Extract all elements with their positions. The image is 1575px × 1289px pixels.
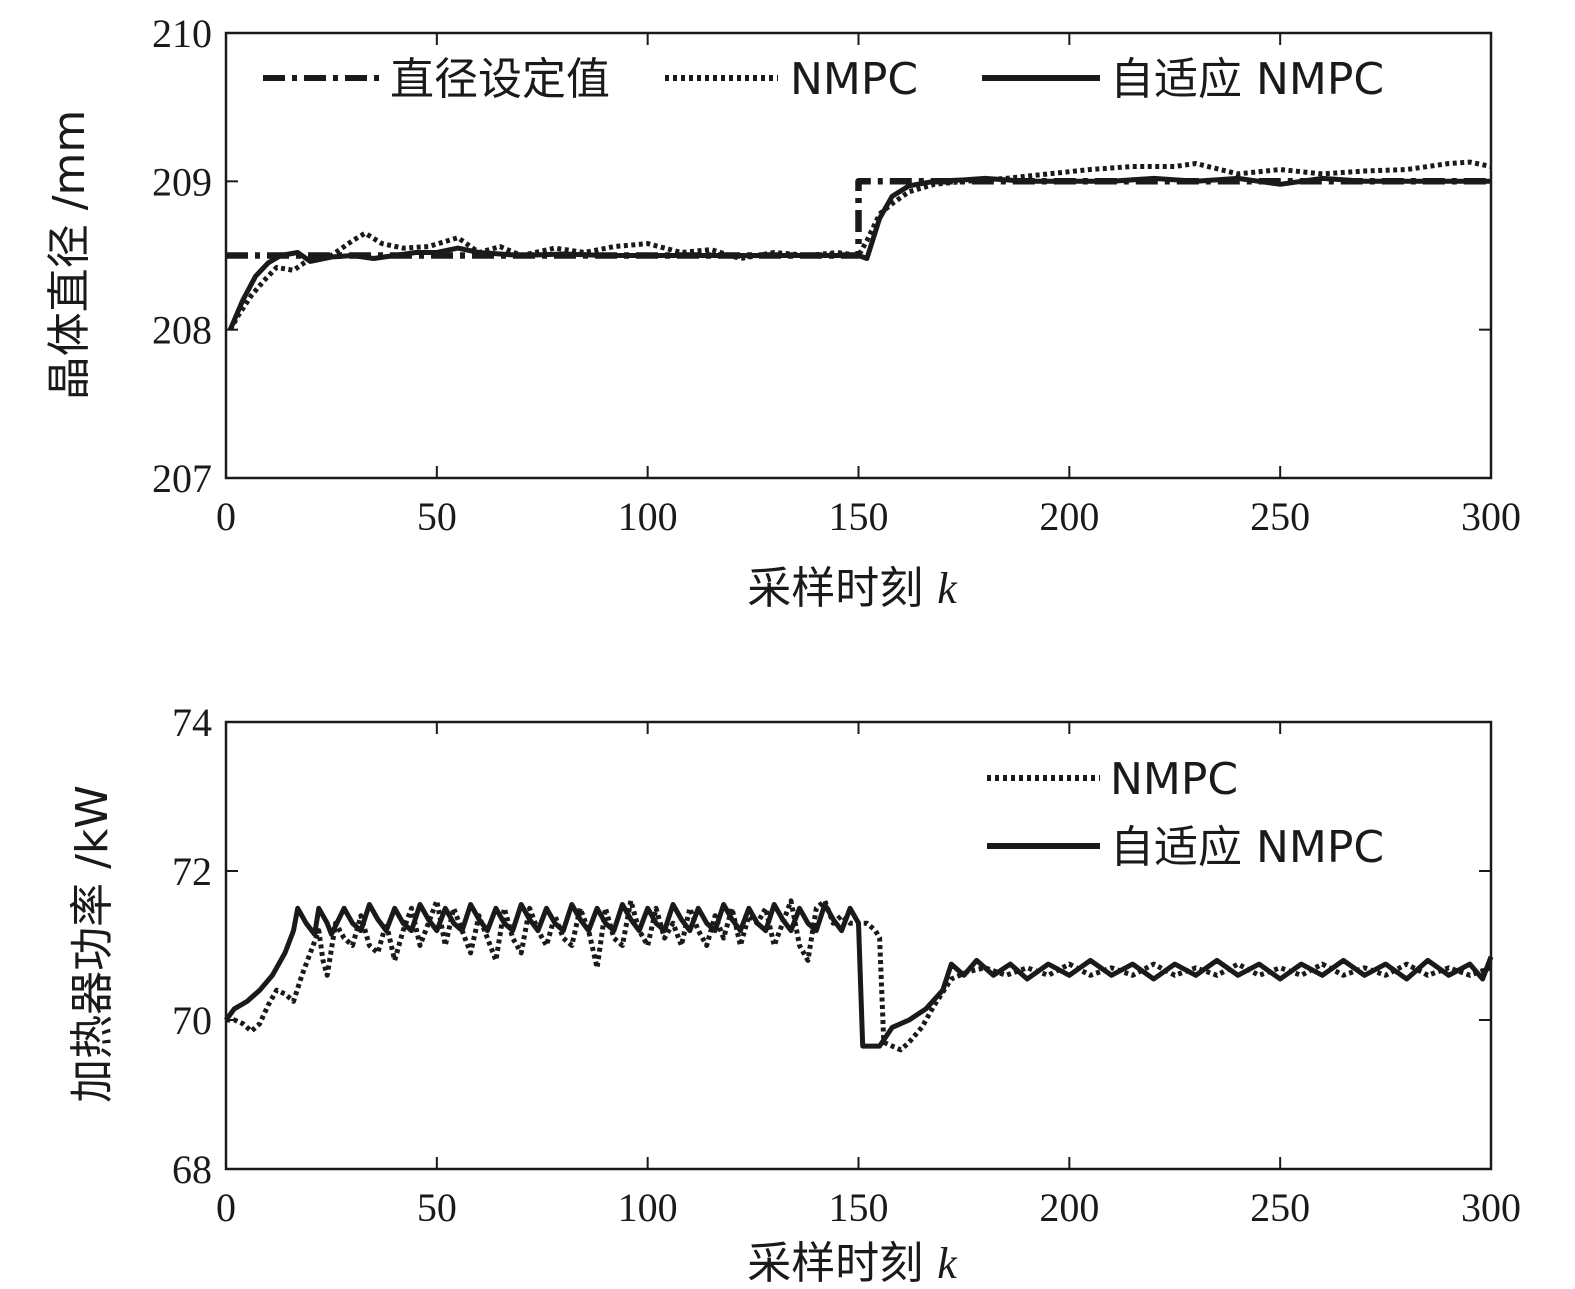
x-tick-label: 300 [1461, 1185, 1521, 1230]
power-axis-ticks: 0 50 100 150 200 250 300 68 70 72 74 [172, 700, 1521, 1230]
x-tick-label: 50 [417, 494, 457, 539]
y-tick-label: 74 [172, 700, 212, 745]
power-xlabel-text: 采样时刻 [747, 1238, 923, 1289]
diameter-plot-lines [226, 159, 1492, 331]
y-tick-label: 68 [172, 1147, 212, 1192]
legend-label-adaptive: 自适应 NMPC [1110, 822, 1384, 873]
x-tick-label: 200 [1039, 1185, 1099, 1230]
diameter-xlabel: 采样时刻 k [747, 563, 958, 614]
x-tick-label: 0 [216, 1185, 236, 1230]
power-legend: NMPC 自适应 NMPC [987, 754, 1384, 873]
x-tick-label: 50 [417, 1185, 457, 1230]
x-tick-label: 100 [618, 1185, 678, 1230]
power-ylabel: 加热器功率 /kW [67, 785, 118, 1103]
diameter-xlabel-text: 采样时刻 [747, 563, 923, 614]
diameter-ylabel: 晶体直径 /mm [44, 110, 95, 401]
x-tick-label: 200 [1039, 494, 1099, 539]
series-line-0 [226, 178, 1491, 259]
diameter-legend: 直径设定值 NMPC 自适应 NMPC [263, 54, 1384, 105]
y-tick-label: 208 [152, 308, 212, 353]
power-xlabel-var: k [937, 1239, 958, 1288]
x-tick-label: 0 [216, 494, 236, 539]
x-tick-label: 100 [618, 494, 678, 539]
series-line-1 [223, 902, 1494, 1049]
diameter-xlabel-var: k [937, 564, 958, 613]
diameter-axis-ticks: 0 50 100 150 200 250 300 207 208 209 210 [152, 11, 1521, 539]
x-tick-label: 250 [1250, 1185, 1310, 1230]
x-tick-label: 300 [1461, 494, 1521, 539]
power-xlabel: 采样时刻 k [747, 1238, 958, 1289]
x-tick-label: 150 [829, 494, 889, 539]
x-tick-label: 250 [1250, 494, 1310, 539]
series-line-2 [227, 175, 1491, 331]
legend-label-adaptive: 自适应 NMPC [1110, 54, 1384, 105]
series-line-0 [226, 898, 1492, 1053]
y-tick-label: 210 [152, 11, 212, 56]
legend-label-setpoint: 直径设定值 [390, 54, 610, 105]
y-tick-label: 207 [152, 456, 212, 501]
y-tick-label: 72 [172, 849, 212, 894]
y-tick-label: 209 [152, 159, 212, 204]
power-chart: 0 50 100 150 200 250 300 68 70 72 74 加热器功率 /kW 采样时… [67, 700, 1521, 1289]
legend-label-nmpc: NMPC [790, 54, 918, 105]
power-plot-lines [223, 898, 1494, 1053]
y-tick-label: 70 [172, 998, 212, 1043]
x-tick-label: 150 [829, 1185, 889, 1230]
legend-label-nmpc: NMPC [1110, 754, 1238, 805]
